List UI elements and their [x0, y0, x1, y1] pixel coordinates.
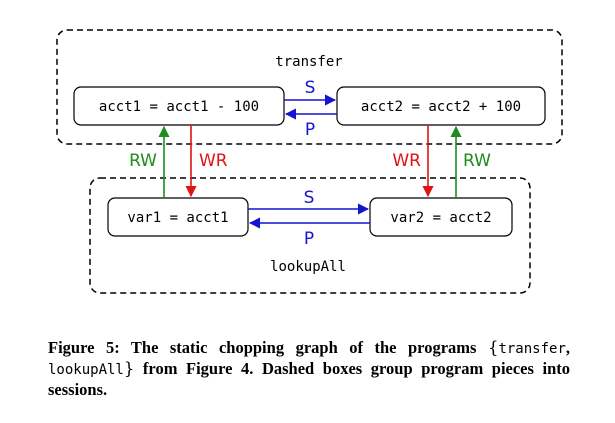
edge-top-s-label: S	[305, 78, 316, 98]
figure-caption: Figure 5: The static chopping graph of t…	[48, 338, 570, 400]
caption-brace-close: }	[123, 359, 135, 378]
caption-comma: ,	[565, 338, 570, 357]
node-acct2-update	[336, 86, 546, 126]
session-box-lookupall	[89, 177, 531, 294]
caption-text-part1: Figure 5: The static chopping graph of t…	[48, 338, 488, 357]
session-box-transfer	[56, 29, 563, 145]
node-acct1-update-label: acct1 = acct1 - 100	[99, 99, 259, 115]
node-var2-read-label: var2 = acct2	[390, 210, 491, 226]
edge-bottom-p-label: P	[304, 229, 314, 249]
node-acct2-update-label: acct2 = acct2 + 100	[361, 99, 521, 115]
caption-program-lookupall: lookupAll	[48, 362, 124, 378]
edge-right-rw-label: RW	[463, 151, 491, 171]
chopping-graph: transfer lookupAll acct1 = acct1 - 100 a…	[56, 29, 563, 294]
node-var1-read-label: var1 = acct1	[127, 210, 228, 226]
edge-bottom-s-label: S	[304, 188, 315, 208]
caption-program-transfer: transfer	[498, 341, 566, 357]
caption-brace-open: {	[487, 338, 499, 357]
node-acct1-update	[73, 86, 285, 126]
session-label-transfer: transfer	[275, 54, 342, 70]
node-var1-read	[107, 197, 249, 237]
node-var2-read	[369, 197, 513, 237]
edge-top-p-label: P	[305, 120, 315, 140]
session-label-lookupall: lookupAll	[270, 259, 346, 275]
edge-left-rw-label: RW	[129, 151, 157, 171]
edge-left-wr-label: WR	[199, 151, 228, 171]
edge-right-wr-label: WR	[392, 151, 421, 171]
caption-text-part2: from Figure 4. Dashed boxes group progra…	[48, 359, 570, 399]
